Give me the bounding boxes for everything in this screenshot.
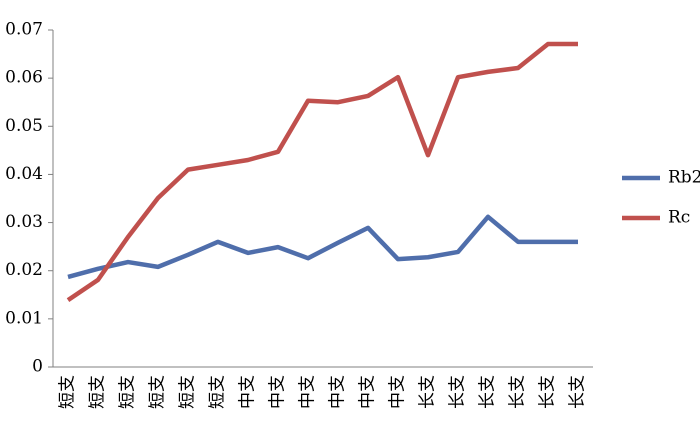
y-tick-label: 0 xyxy=(32,357,43,377)
x-tick-label: 中支 xyxy=(238,375,258,409)
legend-label: Rb2 xyxy=(668,168,700,188)
series-line xyxy=(67,214,578,280)
y-tick-label: 0.04 xyxy=(5,164,43,184)
y-tick-label: 0.06 xyxy=(5,68,43,88)
x-tick-label: 长支 xyxy=(568,375,588,409)
x-tick-label: 长支 xyxy=(538,375,558,409)
y-tick-label: 0.03 xyxy=(5,212,43,232)
x-tick-label: 长支 xyxy=(508,375,528,409)
x-tick-label: 短支 xyxy=(58,375,78,409)
x-tick-label: 短支 xyxy=(118,375,138,409)
x-tick-label: 长支 xyxy=(418,375,438,409)
y-tick-label: 0.07 xyxy=(5,20,43,40)
y-tick-label: 0.05 xyxy=(5,116,43,136)
series-line xyxy=(66,41,578,302)
x-tick-label: 中支 xyxy=(328,375,348,409)
x-tick-label: 短支 xyxy=(208,375,228,409)
y-tick-label: 0.02 xyxy=(5,260,43,280)
y-tick-label: 0.01 xyxy=(5,308,43,328)
x-tick-label: 短支 xyxy=(88,375,108,409)
x-tick-label: 中支 xyxy=(268,375,288,409)
x-tick-label: 短支 xyxy=(178,375,198,409)
x-tick-label: 长支 xyxy=(478,375,498,409)
x-tick-label: 中支 xyxy=(298,375,318,409)
legend-label: Rc xyxy=(668,208,690,228)
x-tick-label: 短支 xyxy=(148,375,168,409)
x-tick-label: 中支 xyxy=(388,375,408,409)
x-tick-label: 长支 xyxy=(448,375,468,409)
x-tick-label: 中支 xyxy=(358,375,378,409)
